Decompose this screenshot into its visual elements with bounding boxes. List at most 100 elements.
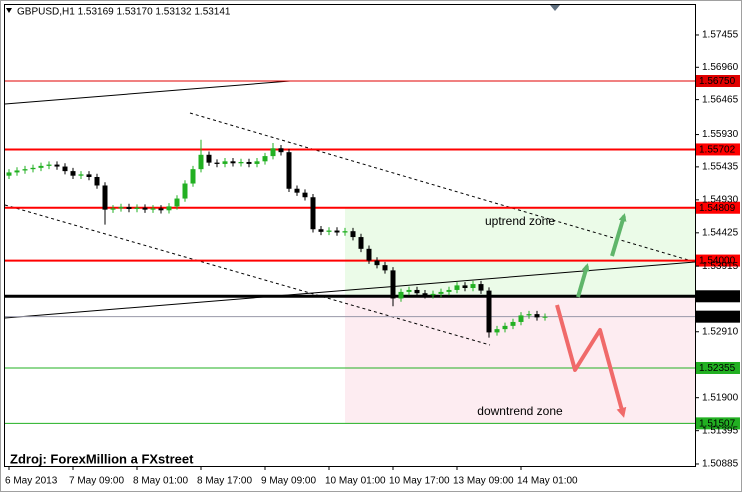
y-tick-label: 1.53915 xyxy=(702,261,739,272)
candle-body xyxy=(430,293,436,296)
candle-body xyxy=(294,188,300,193)
price-box-label: 1.53141 xyxy=(699,312,736,323)
candle-body xyxy=(270,148,276,157)
candle-body xyxy=(46,164,52,166)
y-tick-label: 1.54425 xyxy=(702,227,739,238)
candle-body xyxy=(422,293,428,296)
x-tick-label: 8 May 01:00 xyxy=(133,476,188,487)
candle-body xyxy=(486,290,492,333)
candle-body xyxy=(30,167,36,170)
candle-body xyxy=(54,164,60,167)
candle-body xyxy=(390,270,396,299)
candle-body xyxy=(398,291,404,299)
trend-line xyxy=(4,261,696,319)
candle-body xyxy=(222,161,228,164)
candle-body xyxy=(526,314,532,316)
candle-body xyxy=(438,291,444,294)
candle-body xyxy=(86,174,92,177)
price-box xyxy=(696,361,740,374)
x-tick-label: 7 May 09:00 xyxy=(69,476,124,487)
candle-body xyxy=(118,207,124,209)
candle-body xyxy=(318,229,324,232)
price-box-label: 1.54809 xyxy=(699,203,736,214)
candle-body xyxy=(534,314,540,318)
candle-body xyxy=(6,172,12,176)
candle-body xyxy=(366,248,372,261)
candle-body xyxy=(454,285,460,290)
candle-body xyxy=(94,176,100,186)
candle-body xyxy=(414,289,420,294)
price-box-label: 1.51507 xyxy=(699,419,736,430)
y-tick-label: 1.51900 xyxy=(702,392,739,403)
x-tick-label: 9 May 09:00 xyxy=(261,476,316,487)
candle-body xyxy=(462,285,468,288)
candle-body xyxy=(150,208,156,210)
candle-body xyxy=(446,289,452,292)
x-tick-label: 8 May 17:00 xyxy=(197,476,252,487)
price-box xyxy=(696,75,740,88)
scroll-marker xyxy=(550,5,560,11)
price-box-label: 1.52355 xyxy=(699,363,736,374)
zone-label: downtrend zone xyxy=(477,404,563,418)
candle-body xyxy=(478,284,484,291)
candle-body xyxy=(382,265,388,271)
y-tick-label: 1.55930 xyxy=(702,129,739,140)
channel-line xyxy=(4,204,491,346)
candle-body xyxy=(142,207,148,210)
candle-body xyxy=(302,192,308,198)
trend-zone xyxy=(345,207,695,297)
candle-body xyxy=(78,174,84,176)
x-tick-label: 14 May 01:00 xyxy=(517,476,578,487)
candle-body xyxy=(502,325,508,330)
source-note: Zdroj: ForexMillion a FXstreet xyxy=(10,451,194,466)
y-tick-label: 1.55435 xyxy=(702,162,739,173)
candle-body xyxy=(174,198,180,207)
candle-body xyxy=(38,165,44,168)
candle-body xyxy=(246,161,252,164)
candle-body xyxy=(494,329,500,333)
trend-line xyxy=(4,80,291,105)
candle-body xyxy=(286,152,292,189)
candle-body xyxy=(230,161,236,164)
price-box xyxy=(696,417,740,430)
candle-body xyxy=(198,154,204,170)
candle-body xyxy=(126,207,132,209)
candle-body xyxy=(358,237,364,249)
candle-body xyxy=(342,231,348,233)
zone-label: uptrend zone xyxy=(485,214,555,228)
candle-body xyxy=(350,231,356,238)
price-box-label: 1.54000 xyxy=(699,256,736,267)
candle-body xyxy=(326,230,332,232)
channel-line xyxy=(189,112,696,263)
price-box xyxy=(696,143,740,156)
menu-icon xyxy=(6,8,12,13)
candle-body xyxy=(22,169,28,171)
candle-body xyxy=(262,156,268,162)
x-tick-label: 10 May 17:00 xyxy=(389,476,450,487)
candle-body xyxy=(334,230,340,233)
candle-body xyxy=(102,185,108,210)
price-box-label: 1.55702 xyxy=(699,145,736,156)
candle-body xyxy=(254,161,260,164)
candle-body xyxy=(190,169,196,184)
x-tick-label: 13 May 09:00 xyxy=(453,476,514,487)
x-tick-label: 6 May 2013 xyxy=(5,476,58,487)
candle-body xyxy=(214,162,220,164)
chart-title: GBPUSD,H1 1.53169 1.53170 1.53132 1.5314… xyxy=(17,7,231,18)
candle-body xyxy=(310,197,316,230)
candle-body xyxy=(166,206,172,211)
candle-body xyxy=(134,207,140,209)
down-arrow xyxy=(555,304,627,418)
candle-body xyxy=(374,260,380,266)
candle-body xyxy=(470,284,476,288)
candle-body xyxy=(278,148,284,153)
y-tick-label: 1.56465 xyxy=(702,94,739,105)
candle-body xyxy=(206,154,212,163)
candle-body xyxy=(110,208,116,210)
price-box-label: 1.56750 xyxy=(699,76,736,87)
up-arrow xyxy=(610,213,627,257)
price-box xyxy=(696,201,740,214)
y-tick-label: 1.52910 xyxy=(702,326,739,337)
candle-body xyxy=(518,315,524,322)
